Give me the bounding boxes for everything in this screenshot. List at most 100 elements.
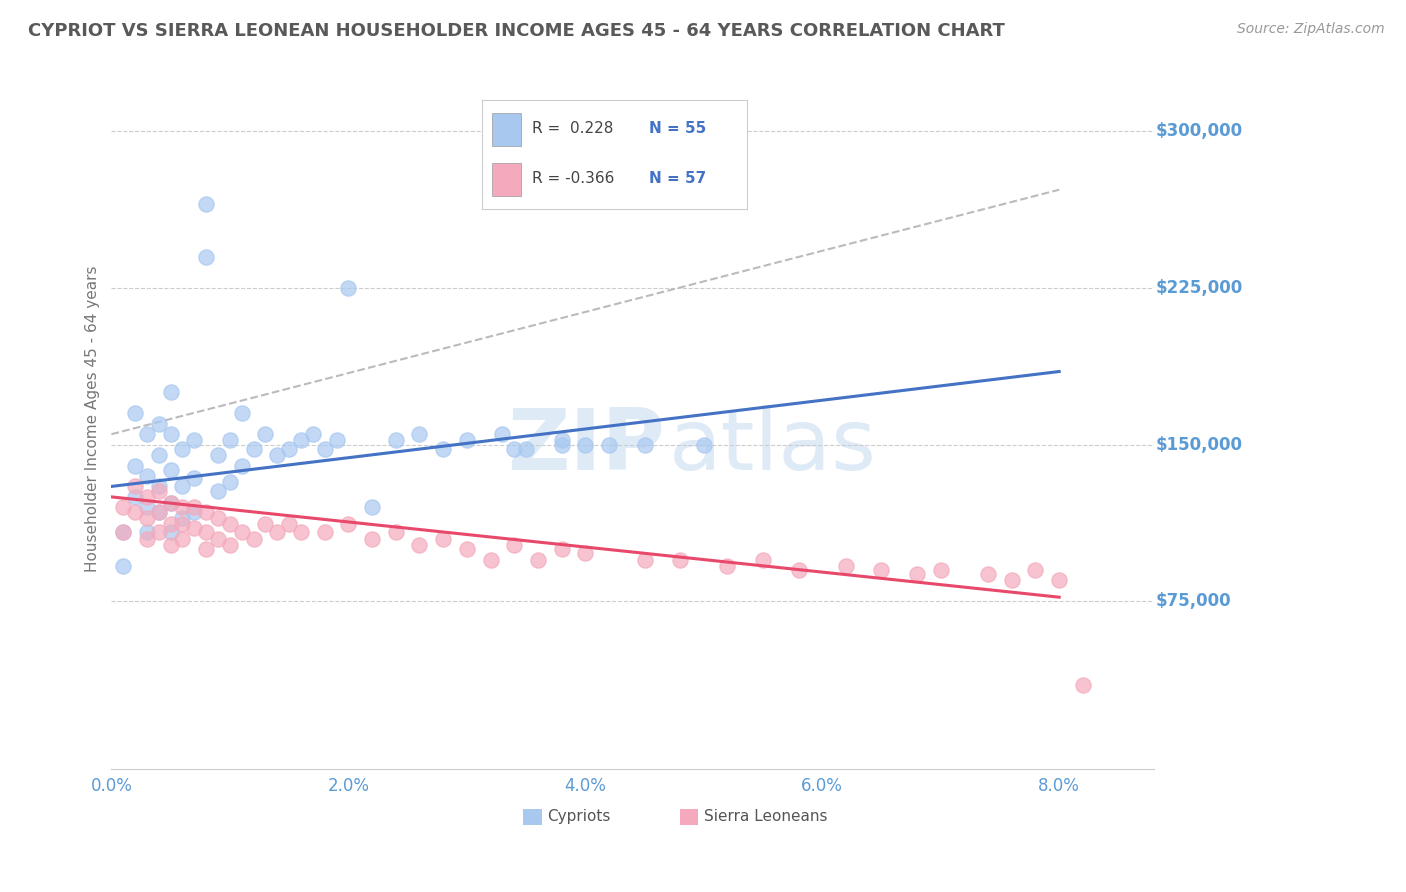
Point	[314, 442, 336, 456]
Point	[254, 427, 277, 442]
Point	[172, 532, 194, 546]
Point	[598, 437, 620, 451]
Point	[148, 504, 170, 518]
Text: atlas: atlas	[669, 405, 877, 488]
Point	[172, 479, 194, 493]
Point	[136, 490, 159, 504]
Point	[456, 542, 478, 557]
FancyBboxPatch shape	[679, 809, 699, 824]
Point	[301, 427, 323, 442]
Point	[491, 427, 513, 442]
Point	[278, 517, 301, 532]
Point	[929, 563, 952, 577]
Point	[112, 525, 135, 540]
Point	[136, 525, 159, 540]
Point	[977, 567, 1000, 582]
Point	[337, 281, 360, 295]
Point	[456, 434, 478, 448]
Point	[408, 427, 430, 442]
Point	[148, 448, 170, 462]
Point	[124, 406, 146, 420]
Point	[136, 427, 159, 442]
Point	[242, 442, 264, 456]
Point	[148, 483, 170, 498]
Text: Source: ZipAtlas.com: Source: ZipAtlas.com	[1237, 22, 1385, 37]
Point	[787, 563, 810, 577]
Point	[124, 479, 146, 493]
Point	[527, 552, 550, 566]
Point	[290, 434, 312, 448]
Point	[218, 538, 240, 552]
Point	[242, 532, 264, 546]
Point	[716, 558, 738, 573]
Point	[479, 552, 502, 566]
Point	[432, 442, 454, 456]
Point	[325, 434, 347, 448]
Point	[231, 406, 253, 420]
Point	[112, 500, 135, 515]
Point	[124, 504, 146, 518]
Point	[195, 542, 218, 557]
Text: $225,000: $225,000	[1156, 279, 1243, 297]
Point	[905, 567, 928, 582]
Point	[550, 434, 572, 448]
Point	[633, 437, 655, 451]
Point	[172, 510, 194, 524]
Text: Sierra Leoneans: Sierra Leoneans	[703, 809, 827, 824]
Text: $75,000: $75,000	[1156, 592, 1232, 610]
Point	[172, 442, 194, 456]
Point	[136, 510, 159, 524]
Point	[136, 532, 159, 546]
Point	[159, 525, 181, 540]
Point	[314, 525, 336, 540]
Point	[693, 437, 716, 451]
Point	[1071, 678, 1094, 692]
Point	[337, 517, 360, 532]
Point	[195, 525, 218, 540]
Point	[503, 538, 526, 552]
Point	[384, 434, 406, 448]
Text: $300,000: $300,000	[1156, 122, 1243, 140]
Point	[266, 525, 288, 540]
Point	[361, 500, 384, 515]
Point	[159, 385, 181, 400]
Point	[384, 525, 406, 540]
Point	[1001, 574, 1024, 588]
Point	[633, 552, 655, 566]
Point	[669, 552, 692, 566]
Point	[752, 552, 775, 566]
Point	[148, 479, 170, 493]
Point	[218, 517, 240, 532]
Point	[183, 500, 205, 515]
Point	[550, 542, 572, 557]
Point	[124, 458, 146, 473]
Point	[195, 197, 218, 211]
Point	[1047, 574, 1070, 588]
Point	[124, 490, 146, 504]
Text: $150,000: $150,000	[1156, 435, 1243, 454]
Point	[148, 504, 170, 518]
Point	[159, 496, 181, 510]
Point	[136, 469, 159, 483]
Point	[159, 517, 181, 532]
Point	[870, 563, 893, 577]
Point	[1024, 563, 1046, 577]
Text: ZIP: ZIP	[508, 405, 665, 488]
Point	[254, 517, 277, 532]
Point	[231, 525, 253, 540]
Text: Cypriots: Cypriots	[547, 809, 610, 824]
Point	[278, 442, 301, 456]
Point	[290, 525, 312, 540]
Point	[159, 463, 181, 477]
Point	[231, 458, 253, 473]
Point	[574, 437, 596, 451]
Point	[112, 558, 135, 573]
Point	[550, 437, 572, 451]
Point	[195, 250, 218, 264]
Point	[183, 434, 205, 448]
Point	[112, 525, 135, 540]
Point	[574, 546, 596, 560]
Y-axis label: Householder Income Ages 45 - 64 years: Householder Income Ages 45 - 64 years	[86, 265, 100, 572]
Point	[218, 434, 240, 448]
Point	[503, 442, 526, 456]
